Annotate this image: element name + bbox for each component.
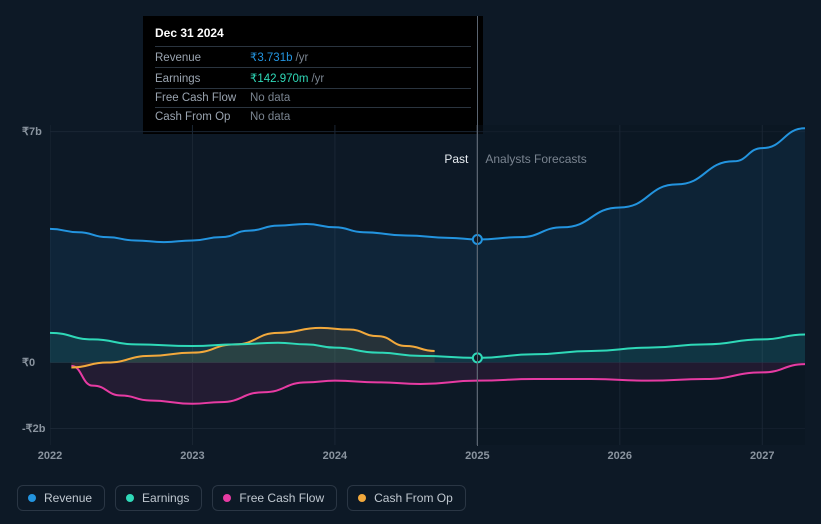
x-axis-tick: 2026 bbox=[608, 450, 632, 462]
legend-dot-icon bbox=[28, 494, 36, 502]
y-axis-tick: -₹2b bbox=[22, 422, 46, 435]
legend-label: Free Cash Flow bbox=[239, 491, 324, 505]
tooltip-row: Cash From OpNo data bbox=[155, 107, 471, 126]
forecast-region-label: Analysts Forecasts bbox=[485, 152, 586, 166]
tooltip-row: Revenue₹3.731b/yr bbox=[155, 46, 471, 67]
chart-tooltip: Dec 31 2024 Revenue₹3.731b/yrEarnings₹14… bbox=[143, 16, 483, 134]
tooltip-row-label: Earnings bbox=[155, 73, 250, 85]
tooltip-row-label: Revenue bbox=[155, 52, 250, 64]
legend-dot-icon bbox=[358, 494, 366, 502]
tooltip-row-suffix: /yr bbox=[296, 52, 309, 64]
tooltip-date: Dec 31 2024 bbox=[155, 26, 471, 46]
tooltip-row-label: Free Cash Flow bbox=[155, 92, 250, 104]
legend-item-cfo[interactable]: Cash From Op bbox=[347, 485, 466, 511]
past-region-label: Past bbox=[444, 152, 468, 166]
x-axis-tick: 2025 bbox=[465, 450, 489, 462]
x-axis-tick: 2027 bbox=[750, 450, 774, 462]
legend-dot-icon bbox=[223, 494, 231, 502]
chart-plot-area bbox=[50, 125, 805, 445]
hover-vertical-line bbox=[477, 16, 478, 446]
financials-chart[interactable]: ₹7b ₹0 -₹2b bbox=[17, 125, 805, 445]
x-axis-tick: 2022 bbox=[38, 450, 62, 462]
tooltip-row: Earnings₹142.970m/yr bbox=[155, 67, 471, 88]
y-axis-tick: ₹7b bbox=[22, 125, 42, 138]
y-axis-tick: ₹0 bbox=[22, 356, 35, 369]
tooltip-row-suffix: /yr bbox=[311, 73, 324, 85]
tooltip-row-value: No data bbox=[250, 92, 290, 104]
x-axis: 2022 2023 2024 2025 2026 2027 bbox=[17, 450, 821, 470]
legend-item-fcf[interactable]: Free Cash Flow bbox=[212, 485, 337, 511]
x-axis-tick: 2024 bbox=[323, 450, 347, 462]
tooltip-row-value: ₹142.970m bbox=[250, 71, 308, 85]
chart-legend: Revenue Earnings Free Cash Flow Cash From O… bbox=[17, 485, 466, 511]
tooltip-row-label: Cash From Op bbox=[155, 111, 250, 123]
legend-dot-icon bbox=[126, 494, 134, 502]
tooltip-row-value: No data bbox=[250, 111, 290, 123]
x-axis-tick: 2023 bbox=[180, 450, 204, 462]
legend-item-revenue[interactable]: Revenue bbox=[17, 485, 105, 511]
legend-label: Earnings bbox=[142, 491, 189, 505]
tooltip-row: Free Cash FlowNo data bbox=[155, 88, 471, 107]
legend-label: Cash From Op bbox=[374, 491, 453, 505]
tooltip-row-value: ₹3.731b bbox=[250, 50, 293, 64]
legend-item-earnings[interactable]: Earnings bbox=[115, 485, 202, 511]
legend-label: Revenue bbox=[44, 491, 92, 505]
